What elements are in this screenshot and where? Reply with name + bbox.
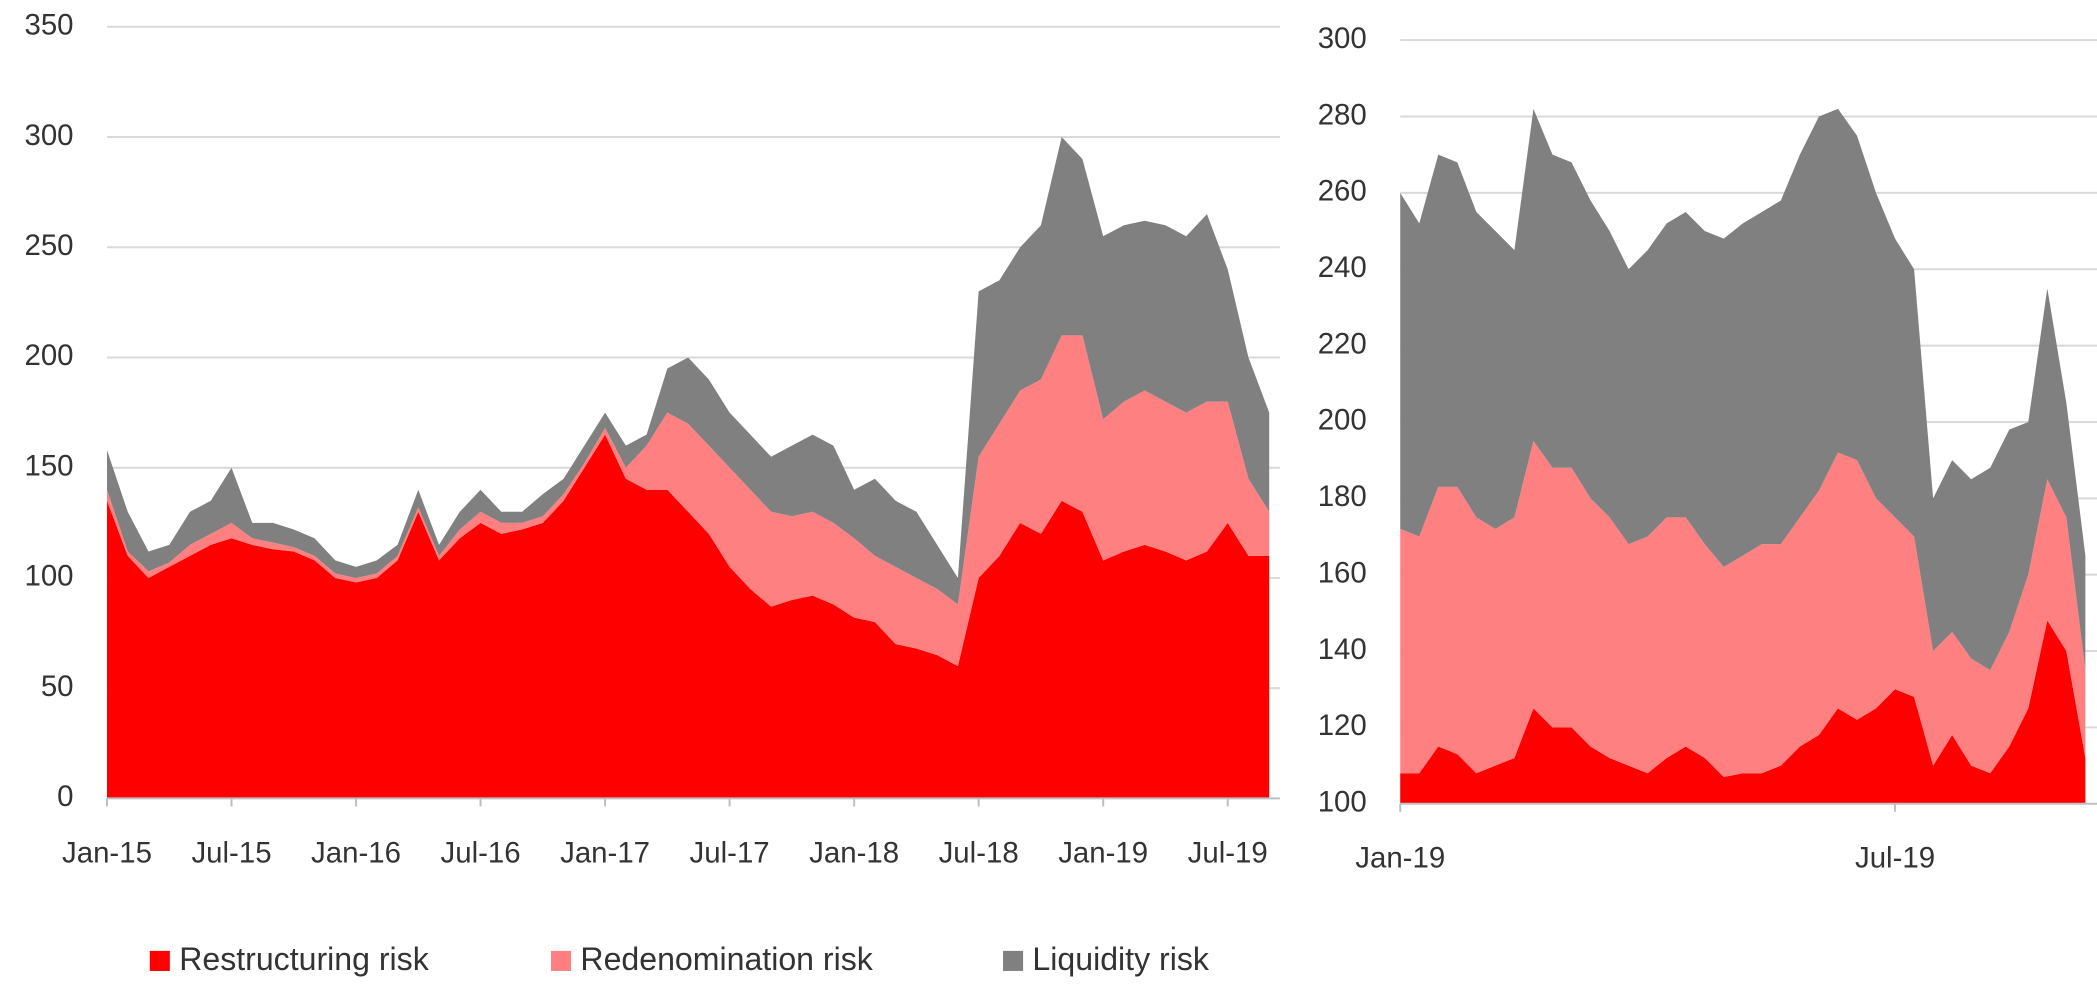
x-tick-label: Jan-19 bbox=[1058, 836, 1148, 869]
legend-swatch bbox=[550, 950, 572, 971]
legend-swatch bbox=[149, 950, 170, 971]
area bbox=[106, 137, 1270, 605]
x-tick-label: Jan-17 bbox=[560, 836, 650, 869]
y-tick-label: 160 bbox=[1318, 556, 1367, 589]
area bbox=[1400, 108, 2086, 671]
y-tick-label: 100 bbox=[1318, 786, 1367, 819]
y-tick-label: 200 bbox=[24, 339, 73, 372]
area bbox=[106, 335, 1270, 667]
y-tick-label: 50 bbox=[41, 670, 74, 703]
y-tick-label: 100 bbox=[24, 560, 73, 593]
y-tick-label: 140 bbox=[1318, 633, 1367, 666]
y-tick-label: 180 bbox=[1318, 480, 1367, 513]
x-tick-label: Jan-15 bbox=[62, 836, 152, 869]
y-tick-label: 300 bbox=[1318, 22, 1367, 55]
y-tick-label: 240 bbox=[1318, 251, 1367, 284]
y-tick-label: 300 bbox=[24, 119, 73, 152]
y-tick-label: 120 bbox=[1318, 709, 1367, 742]
x-tick-label: Jul-15 bbox=[191, 836, 271, 869]
x-tick-label: Jan-19 bbox=[1355, 842, 1445, 875]
legend-swatch bbox=[1003, 950, 1024, 971]
y-tick-label: 220 bbox=[1318, 327, 1367, 360]
x-tick-label: Jul-19 bbox=[1855, 842, 1935, 875]
legend-label: Restructuring risk bbox=[179, 941, 430, 977]
legend-label: Liquidity risk bbox=[1032, 941, 1209, 977]
y-tick-label: 280 bbox=[1318, 98, 1367, 131]
x-tick-label: Jul-19 bbox=[1188, 836, 1268, 869]
x-tick-label: Jan-16 bbox=[311, 836, 401, 869]
area bbox=[1400, 441, 2086, 778]
legend-label: Redenomination risk bbox=[580, 941, 873, 977]
y-tick-label: 250 bbox=[24, 229, 73, 262]
y-tick-label: 0 bbox=[57, 780, 73, 813]
y-tick-label: 350 bbox=[24, 9, 73, 42]
x-tick-label: Jul-17 bbox=[690, 836, 770, 869]
y-tick-label: 150 bbox=[24, 449, 73, 482]
x-tick-label: Jan-18 bbox=[809, 836, 899, 869]
y-tick-label: 200 bbox=[1318, 404, 1367, 437]
y-tick-label: 260 bbox=[1318, 175, 1367, 208]
area bbox=[1400, 620, 2086, 804]
x-tick-label: Jul-18 bbox=[939, 836, 1019, 869]
x-tick-label: Jul-16 bbox=[441, 836, 521, 869]
area bbox=[106, 434, 1270, 799]
